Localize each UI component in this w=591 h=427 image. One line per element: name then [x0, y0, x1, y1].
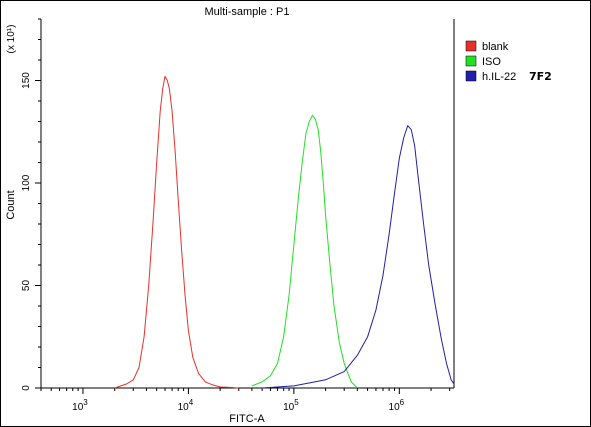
x-tick-label: 104: [178, 398, 194, 413]
x-axis-ticks: 103 104 105 106: [40, 388, 451, 413]
chart-title: Multi-sample : P1: [205, 6, 290, 18]
x-tick-exponent: 6: [400, 398, 405, 407]
series-line-3: [262, 125, 455, 389]
legend-swatch: [465, 70, 477, 82]
y-tick-label: 150: [21, 72, 32, 89]
legend-label: blank: [482, 41, 509, 53]
legend-swatch: [465, 40, 477, 52]
x-axis-title: FITC-A: [229, 413, 265, 425]
x-tick-label: 103: [72, 398, 88, 413]
x-tick-exponent: 4: [189, 398, 194, 407]
x-tick-label: 106: [389, 398, 405, 413]
legend-label: h.IL-22: [482, 71, 516, 83]
y-axis-multiplier: (x 10¹): [6, 25, 17, 54]
legend: blank ISO h.IL-22 7F2: [465, 40, 552, 83]
y-axis-ticks: 0 50 100 150: [21, 18, 41, 391]
histogram-series: [114, 75, 455, 389]
y-axis-title: Count: [5, 190, 17, 219]
x-tick-exponent: 3: [83, 398, 88, 407]
legend-swatch: [465, 55, 477, 67]
x-tick-exponent: 5: [294, 398, 299, 407]
x-tick-label: 105: [283, 398, 299, 413]
y-tick-label: 50: [21, 280, 32, 292]
y-tick-label: 0: [21, 385, 32, 391]
series-line-1: [114, 75, 239, 389]
legend-label: ISO: [482, 56, 501, 68]
series-line-2: [251, 114, 358, 389]
clone-annotation: 7F2: [529, 70, 552, 83]
y-tick-label: 100: [21, 174, 32, 191]
